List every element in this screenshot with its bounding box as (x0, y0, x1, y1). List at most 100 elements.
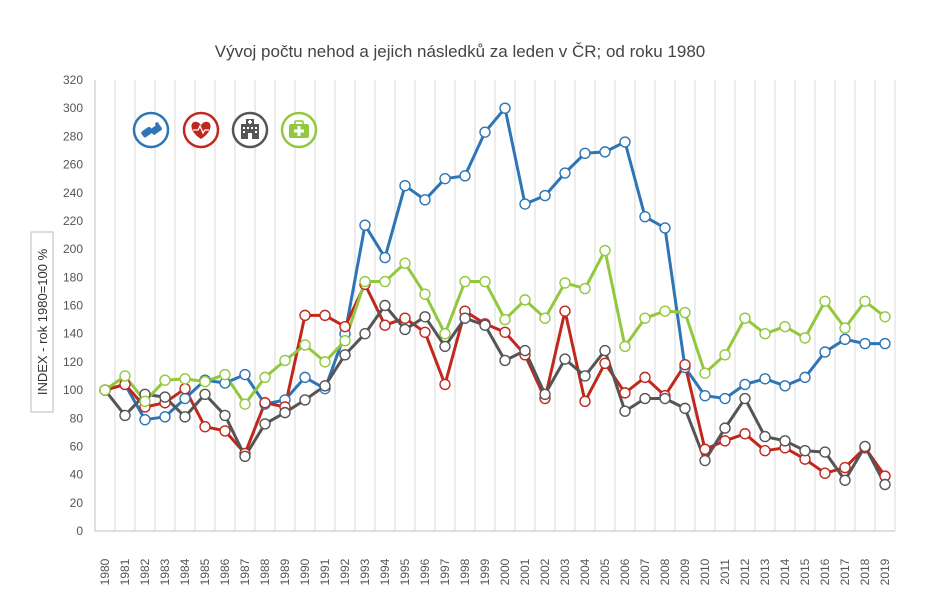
data-point (659, 392, 671, 405)
x-tick-label: 1993 (358, 558, 372, 585)
first-aid-icon (280, 111, 318, 149)
data-point (319, 309, 331, 322)
data-point (539, 312, 551, 324)
data-point (839, 461, 851, 474)
window-shape (251, 127, 253, 129)
data-point (739, 392, 751, 405)
data-point (759, 373, 771, 385)
x-tick-label: 2005 (598, 558, 612, 585)
y-tick-label: 280 (63, 129, 83, 143)
series-line (104, 249, 886, 406)
data-point (879, 311, 891, 323)
chart-title: Vývoj počtu nehod a jejich následků za l… (215, 42, 705, 61)
data-point (779, 435, 791, 447)
data-point (399, 180, 411, 192)
data-point (859, 440, 871, 453)
x-tick-label: 2007 (638, 558, 652, 585)
data-point (259, 371, 271, 384)
data-point (599, 244, 611, 257)
data-point (699, 443, 711, 455)
wheel-shape (143, 133, 147, 137)
data-point (479, 319, 491, 331)
x-tick-label: 1989 (278, 558, 292, 585)
data-point (559, 277, 571, 289)
data-point (339, 349, 351, 361)
x-tick-label: 2017 (838, 558, 852, 585)
data-point (879, 337, 891, 350)
data-point (699, 367, 711, 379)
legend (132, 111, 318, 149)
data-point (519, 344, 531, 357)
data-point (519, 198, 531, 210)
x-tick-label: 2019 (878, 558, 892, 585)
window-shape (255, 131, 257, 133)
heart-shape (191, 121, 211, 139)
data-point (839, 474, 851, 486)
x-tick-label: 1987 (238, 558, 252, 585)
data-point (159, 374, 171, 386)
window-shape (255, 127, 257, 129)
data-point (179, 382, 191, 395)
data-point (99, 384, 111, 396)
data-point (679, 306, 691, 319)
x-tick-label: 2001 (518, 558, 532, 585)
car-shape (150, 124, 162, 135)
data-point (819, 346, 831, 358)
x-tick-label: 2003 (558, 558, 572, 585)
y-tick-label: 140 (63, 327, 83, 341)
data-point (199, 375, 211, 388)
data-point (819, 446, 831, 458)
data-point (839, 333, 851, 346)
x-tick-label: 2015 (798, 558, 812, 585)
x-tick-label: 1998 (458, 558, 472, 585)
data-point (439, 340, 451, 353)
series-line (103, 304, 887, 486)
data-point (479, 275, 491, 288)
data-point (299, 309, 311, 322)
y-tick-label: 260 (63, 158, 83, 172)
axes (94, 80, 895, 532)
data-point (499, 354, 511, 367)
handle-shape (294, 120, 304, 126)
series-line (104, 282, 887, 477)
data-point (339, 335, 351, 347)
data-point (159, 411, 171, 423)
data-point (559, 167, 571, 179)
data-point (319, 356, 331, 368)
x-tick-label: 1995 (398, 558, 412, 585)
y-axis-label: INDEX - rok 1980=100 % (35, 248, 50, 395)
building-shape (241, 124, 259, 139)
data-point (819, 295, 831, 307)
heart-icon (182, 111, 220, 149)
x-tick-label: 2011 (718, 559, 732, 585)
door-shape (248, 133, 252, 139)
data-point (739, 378, 751, 391)
y-tick-label: 20 (70, 496, 84, 510)
data-point (679, 358, 691, 371)
x-tick-label: 1980 (98, 558, 112, 585)
x-tick-label: 1981 (118, 558, 132, 585)
data-point (499, 313, 511, 326)
data-point (379, 275, 391, 288)
y-tick-label: 40 (70, 468, 84, 482)
data-point (419, 326, 431, 338)
y-tick-label: 0 (76, 524, 83, 538)
data-point (159, 391, 171, 403)
y-tick-label: 300 (63, 101, 83, 115)
y-tick-label: 240 (63, 186, 83, 200)
data-point (759, 430, 771, 443)
data-point (119, 409, 131, 422)
data-point (659, 305, 671, 317)
x-tick-label: 2018 (858, 558, 872, 585)
pulse-shape (193, 124, 209, 135)
data-point (419, 194, 431, 206)
data-point (659, 222, 671, 234)
data-point (719, 422, 731, 434)
data-point (639, 211, 651, 223)
y-tick-label: 220 (63, 214, 83, 228)
data-point (799, 444, 811, 457)
data-point (179, 411, 191, 423)
data-point (299, 394, 311, 406)
series-line (104, 106, 885, 422)
